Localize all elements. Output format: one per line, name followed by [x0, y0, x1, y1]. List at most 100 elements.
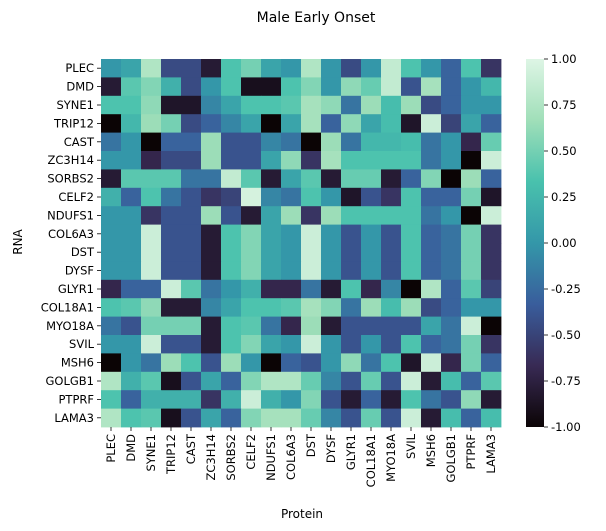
heatmap-cell [461, 114, 482, 133]
heatmap-cell [141, 59, 162, 78]
heatmap-cell [401, 371, 422, 391]
heatmap-cell [281, 169, 302, 189]
heatmap-cell [121, 169, 142, 189]
heatmap-cell [341, 353, 362, 373]
heatmap-cell [481, 59, 502, 78]
heatmap-cell [421, 353, 442, 373]
heatmap-cell [201, 298, 222, 317]
y-tick-label: SORBS2 [47, 172, 94, 186]
heatmap-cell [401, 298, 422, 317]
heatmap-cell [481, 261, 502, 281]
heatmap-cell [361, 95, 382, 115]
heatmap-cell [181, 95, 202, 115]
heatmap-cell [341, 371, 362, 391]
heatmap-cell [161, 316, 182, 336]
x-tick-label: DYSF [324, 434, 338, 463]
heatmap-cell [481, 279, 502, 299]
heatmap-cell [341, 187, 362, 207]
heatmap-cell [441, 224, 462, 244]
heatmap-cell [321, 151, 342, 170]
heatmap-cell [441, 95, 462, 115]
heatmap-cell [181, 353, 202, 373]
heatmap-cell [341, 224, 362, 244]
y-axis-label: RNA [11, 228, 25, 254]
y-tick-label: MSH6 [61, 356, 94, 370]
heatmap-cell [321, 77, 342, 97]
heatmap-cell [421, 261, 442, 281]
heatmap-cell [301, 224, 322, 244]
heatmap-cell [161, 353, 182, 373]
y-tick-label: ZC3H14 [47, 153, 94, 167]
x-tick-label: SYNE1 [144, 434, 158, 472]
heatmap-cell [281, 261, 302, 281]
heatmap-cell [261, 151, 282, 170]
heatmap-cell [181, 206, 202, 225]
heatmap-cell [121, 77, 142, 97]
heatmap-cell [461, 408, 482, 428]
heatmap-cell [241, 206, 262, 225]
heatmap-cell [241, 187, 262, 207]
heatmap-cell [361, 279, 382, 299]
heatmap-cell [341, 335, 362, 354]
heatmap-cell [221, 224, 242, 244]
heatmap-cell [341, 279, 362, 299]
heatmap-cell [201, 335, 222, 354]
heatmap-cell [141, 353, 162, 373]
heatmap-cell [421, 169, 442, 189]
heatmap-cell [441, 243, 462, 262]
heatmap-cell [421, 59, 442, 78]
heatmap-cell [401, 279, 422, 299]
heatmap-cell [161, 95, 182, 115]
heatmap-cell [201, 261, 222, 281]
heatmap-cell [181, 77, 202, 97]
heatmap-cell [161, 59, 182, 78]
heatmap-cell [201, 206, 222, 225]
heatmap-cell [361, 169, 382, 189]
heatmap-cell [361, 132, 382, 152]
heatmap-cell [121, 390, 142, 409]
heatmap-cell [161, 371, 182, 391]
heatmap-cell [201, 224, 222, 244]
heatmap-cell [301, 353, 322, 373]
x-axis-label: Protein [281, 507, 323, 521]
heatmap-cell [161, 279, 182, 299]
heatmap-cell [101, 151, 122, 170]
x-tick-label: GLYR1 [344, 434, 358, 470]
heatmap-cell [461, 316, 482, 336]
heatmap-cell [481, 243, 502, 262]
heatmap-cell [101, 114, 122, 133]
heatmap-cell [281, 353, 302, 373]
heatmap-cell [241, 261, 262, 281]
heatmap-cell [121, 132, 142, 152]
heatmap-cell [201, 353, 222, 373]
colorbar-tick-label: -0.25 [551, 282, 581, 296]
heatmap-cell [341, 132, 362, 152]
heatmap-cell [181, 298, 202, 317]
heatmap-cell [401, 77, 422, 97]
heatmap-cell [181, 279, 202, 299]
heatmap-cell [221, 187, 242, 207]
x-axis-ticks: PLEC DMD SYNE1 TRIP12 CAST ZC3H14 SORBS2 CELF2 N… [104, 427, 498, 487]
heatmap-cell [401, 224, 422, 244]
heatmap-cell [221, 169, 242, 189]
heatmap-cell [101, 408, 122, 428]
heatmap-cell [321, 95, 342, 115]
heatmap-cell [301, 59, 322, 78]
heatmap-cell [381, 261, 402, 281]
heatmap-cell [441, 298, 462, 317]
heatmap-cell [401, 390, 422, 409]
heatmap-cell [401, 408, 422, 428]
y-tick-label: LAMA3 [54, 411, 94, 425]
heatmap-cell [361, 371, 382, 391]
heatmap-cells [101, 59, 502, 428]
heatmap-cell [361, 261, 382, 281]
heatmap-cell [401, 206, 422, 225]
x-tick-label: LAMA3 [484, 434, 498, 474]
heatmap-cell [101, 59, 122, 78]
heatmap-cell [121, 316, 142, 336]
heatmap-cell [301, 151, 322, 170]
heatmap-cell [121, 59, 142, 78]
heatmap-cell [481, 298, 502, 317]
x-tick-label: COL6A3 [284, 434, 298, 480]
